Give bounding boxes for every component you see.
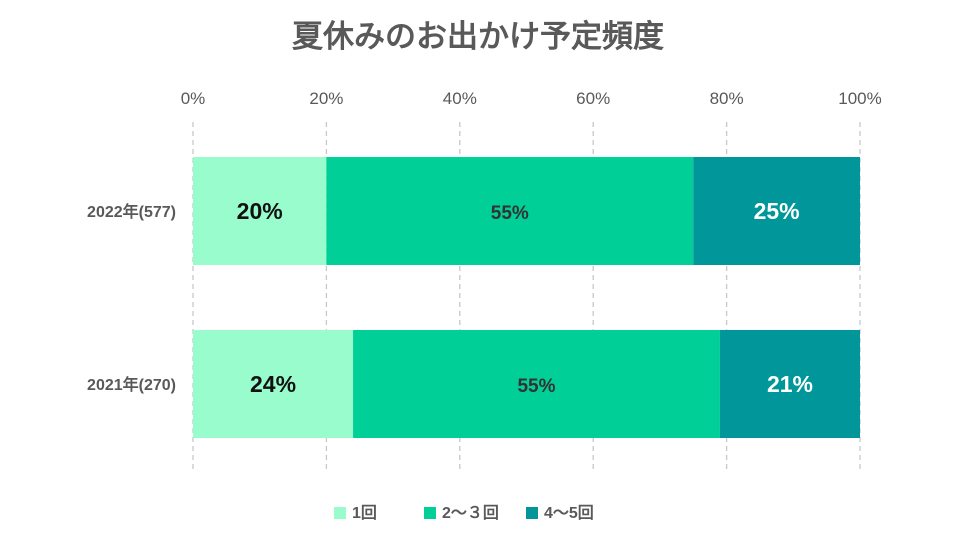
data-label: 55%: [491, 203, 529, 224]
legend: 1回 2〜３回 4〜5回: [334, 504, 594, 522]
bar-segment: [719, 330, 860, 438]
bars: 20% 55% 25% 24% 55% 21%: [193, 157, 860, 438]
data-label: 25%: [754, 198, 800, 224]
legend-label: 1回: [352, 504, 377, 522]
data-label: 20%: [237, 198, 283, 224]
legend-swatch: [526, 507, 538, 519]
bar-segment: [326, 157, 694, 265]
x-tick-label: 80%: [710, 89, 744, 108]
bar-segment: [193, 157, 327, 265]
chart-title: 夏休みのお出かけ予定頻度: [292, 19, 664, 54]
legend-swatch: [424, 507, 436, 519]
legend-label: 2〜３回: [442, 504, 499, 522]
y-axis-categories: 2022年(577) 2021年(270): [87, 202, 176, 394]
x-tick-label: 40%: [443, 89, 477, 108]
bar-segment: [693, 157, 860, 265]
category-label: 2021年(270): [87, 375, 176, 394]
data-label: 24%: [250, 371, 296, 397]
data-label: 21%: [767, 371, 813, 397]
x-tick-label: 20%: [309, 89, 343, 108]
x-tick-label: 60%: [576, 89, 610, 108]
bar-segment: [353, 330, 720, 438]
x-tick-label: 100%: [838, 89, 881, 108]
legend-swatch: [334, 507, 346, 519]
bar-segment: [193, 330, 354, 438]
legend-label: 4〜5回: [544, 504, 594, 522]
x-tick-label: 0%: [181, 89, 206, 108]
x-axis-ticks: 0% 20% 40% 60% 80% 100%: [181, 89, 882, 108]
data-label: 55%: [517, 376, 555, 397]
category-label: 2022年(577): [87, 202, 176, 221]
